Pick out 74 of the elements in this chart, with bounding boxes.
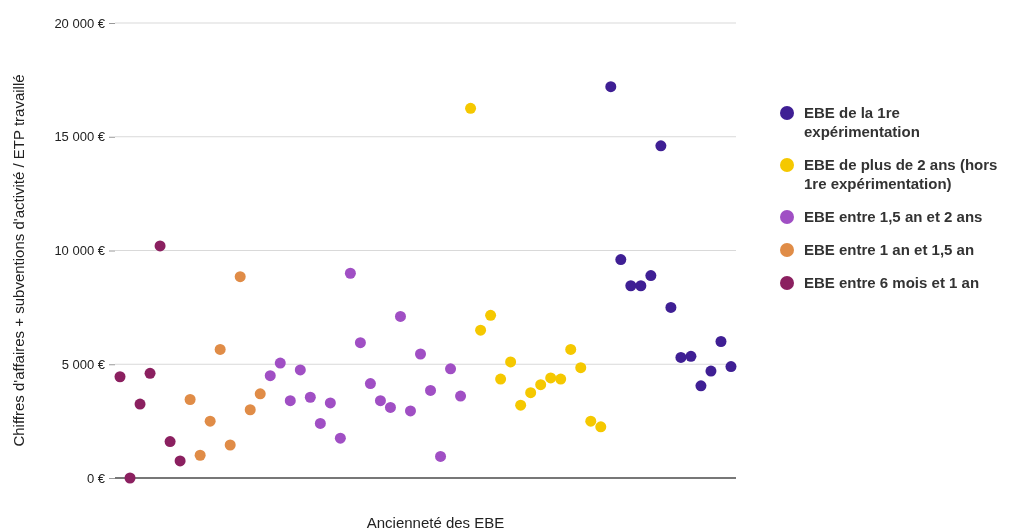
x-axis-title: Ancienneté des EBE: [366, 514, 505, 530]
point: [114, 371, 126, 383]
point: [194, 449, 206, 461]
point: [324, 397, 336, 409]
point: [555, 373, 567, 385]
point: [565, 343, 577, 355]
point: [384, 401, 396, 413]
point: [655, 140, 667, 152]
point: [625, 280, 637, 292]
legend-label: EBE de plus de 2 ans (hors 1re expérimentation): [804, 156, 998, 192]
point: [525, 387, 537, 399]
point: [675, 351, 687, 363]
point: [435, 450, 447, 462]
point: [495, 373, 507, 385]
point: [274, 357, 286, 369]
point: [475, 324, 487, 336]
point: [545, 372, 557, 384]
point: [264, 370, 276, 382]
point: [314, 417, 326, 429]
point: [124, 472, 136, 484]
point: [505, 356, 517, 368]
point: [334, 432, 346, 444]
point: [164, 436, 176, 448]
point: [425, 384, 437, 396]
point: [715, 336, 727, 347]
point: [394, 310, 406, 322]
point: [485, 309, 497, 321]
point: [204, 415, 216, 427]
point: [455, 390, 467, 402]
point: [705, 365, 717, 377]
point: [134, 398, 146, 410]
point: [615, 254, 627, 266]
y-axis-title: Chiffres d'affaires + subventions d'activité / ETP travaillé: [10, 74, 27, 447]
legend-label: EBE de la 1re expérimentation: [804, 104, 920, 140]
y-tick-label: 0 €: [86, 470, 106, 486]
y-tick-label: 20 000 €: [54, 15, 106, 31]
point: [685, 350, 697, 362]
point: [364, 378, 376, 390]
point: [585, 415, 597, 427]
point: [154, 240, 166, 252]
point: [304, 391, 316, 403]
point: [344, 267, 356, 279]
point: [515, 399, 527, 411]
point: [144, 367, 156, 379]
legend-label: EBE entre 1 an et 1,5 an: [804, 241, 975, 258]
point: [224, 439, 236, 451]
point: [214, 343, 226, 355]
point: [445, 363, 457, 375]
legend-label: EBE entre 6 mois et 1 an: [804, 274, 980, 291]
point: [635, 280, 647, 292]
point: [254, 388, 266, 400]
point: [414, 348, 426, 360]
point: [595, 421, 607, 433]
point: [354, 337, 366, 349]
point: [575, 362, 587, 374]
y-tick-label: 15 000 €: [54, 129, 106, 145]
point: [605, 81, 617, 93]
point: [184, 394, 196, 406]
point: [404, 405, 416, 417]
y-tick-label: 5 000 €: [61, 356, 106, 372]
y-tick-label: 10 000 €: [54, 243, 106, 259]
point: [174, 455, 186, 467]
point: [294, 364, 306, 376]
point: [665, 301, 677, 313]
point: [234, 271, 246, 283]
point: [535, 379, 547, 391]
point: [695, 380, 707, 392]
point: [725, 361, 737, 373]
point: [374, 395, 386, 407]
point: [465, 102, 477, 114]
point: [284, 395, 296, 407]
point: [244, 404, 256, 416]
point: [645, 270, 657, 282]
legend-label: EBE entre 1,5 an et 2 ans: [804, 208, 983, 225]
